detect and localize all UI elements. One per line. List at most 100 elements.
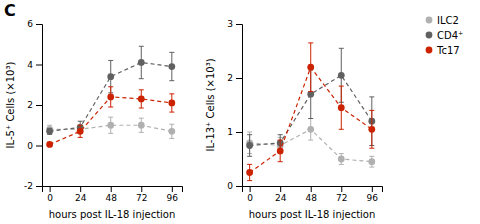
tick-mark xyxy=(111,186,112,192)
axis-line xyxy=(43,187,183,193)
point xyxy=(107,122,114,129)
point xyxy=(138,96,145,103)
tick-mark xyxy=(141,186,142,192)
axis: 0123 xyxy=(227,19,242,191)
point xyxy=(46,141,53,148)
tick-label: 24 xyxy=(75,193,87,203)
point xyxy=(368,158,375,165)
tick: 72 xyxy=(136,186,147,203)
tick-label: 4 xyxy=(27,60,33,70)
tick: 96 xyxy=(167,186,179,203)
point xyxy=(107,94,114,101)
tick-label: 72 xyxy=(336,193,347,203)
error-bar xyxy=(278,140,283,162)
tick-label: -2 xyxy=(24,181,33,191)
tick-mark xyxy=(280,186,281,192)
point xyxy=(277,148,284,155)
tick-mark xyxy=(172,186,173,192)
tick: 0 xyxy=(227,181,242,191)
tick: 6 xyxy=(27,19,42,29)
error-bar xyxy=(108,87,113,107)
axis: 0 24 48 72 96 xyxy=(43,186,183,203)
point xyxy=(368,126,375,133)
axis-line xyxy=(236,25,243,187)
legend-marker xyxy=(426,32,433,39)
error-bar xyxy=(139,46,144,78)
error-bar xyxy=(247,164,252,180)
tick-mark xyxy=(311,186,312,192)
tick-label: 3 xyxy=(227,19,233,29)
point xyxy=(338,72,345,79)
tick-mark xyxy=(36,146,42,147)
chart: 024487296-20246hours post IL-18 injectio… xyxy=(0,0,480,224)
error-bar xyxy=(339,154,344,165)
tick-mark xyxy=(36,65,42,66)
axis-line xyxy=(36,25,43,187)
tick-label: 72 xyxy=(136,193,147,203)
series xyxy=(46,117,175,138)
error-bar xyxy=(308,119,313,141)
tick-mark xyxy=(36,186,42,187)
tick-mark xyxy=(80,186,81,192)
tick: 2 xyxy=(27,100,42,110)
legend-label: Tc17 xyxy=(436,45,460,56)
tick-label: 0 xyxy=(47,193,53,203)
error-bar xyxy=(139,90,144,108)
error-bar xyxy=(308,43,313,92)
x-axis-title: hours post IL-18 injection xyxy=(249,209,376,220)
tick: 48 xyxy=(306,186,318,203)
tick-mark xyxy=(50,186,51,192)
point xyxy=(168,128,175,135)
tick: 24 xyxy=(75,186,87,203)
error-bar xyxy=(169,94,174,112)
point xyxy=(138,59,145,66)
tick-mark xyxy=(236,24,242,25)
series xyxy=(246,119,375,168)
legend-label: CD4⁺ xyxy=(437,30,463,41)
tick: 48 xyxy=(106,186,118,203)
series xyxy=(246,43,375,181)
error-bar xyxy=(47,128,52,134)
y-axis-title: IL-13⁺ Cells (×10³) xyxy=(205,58,216,151)
tick: 0 xyxy=(27,141,42,151)
series xyxy=(46,46,175,134)
tick-mark xyxy=(341,186,342,192)
tick-label: 0 xyxy=(247,193,253,203)
legend-marker xyxy=(426,47,433,54)
error-bar xyxy=(139,118,144,132)
tick-mark xyxy=(36,24,42,25)
error-bar xyxy=(78,125,83,137)
tick-label: 0 xyxy=(27,141,33,151)
point xyxy=(77,128,84,135)
error-bar xyxy=(247,135,252,157)
point xyxy=(246,142,253,149)
tick: 24 xyxy=(275,186,287,203)
tick-label: 2 xyxy=(227,73,233,83)
tick: 96 xyxy=(367,186,379,203)
tick-label: 2 xyxy=(27,100,33,110)
tick-mark xyxy=(372,186,373,192)
point xyxy=(307,126,314,133)
legend-item: ILC2 xyxy=(426,15,459,26)
point xyxy=(168,63,175,70)
point xyxy=(107,73,114,80)
tick: -2 xyxy=(24,181,42,191)
series xyxy=(46,87,175,148)
legend-item: Tc17 xyxy=(426,45,460,56)
tick-label: 24 xyxy=(275,193,287,203)
axis: 0 24 48 72 96 xyxy=(243,186,383,203)
legend-marker xyxy=(426,17,433,24)
point xyxy=(338,104,345,111)
y-axis-title: IL-5⁺ Cells (×10³) xyxy=(5,62,16,149)
tick: 3 xyxy=(227,19,242,29)
tick-label: 96 xyxy=(367,193,379,203)
tick-label: 96 xyxy=(167,193,179,203)
title: C xyxy=(4,1,16,20)
tick: 4 xyxy=(27,60,42,70)
legend-label: ILC2 xyxy=(437,15,459,26)
tick-label: 48 xyxy=(106,193,118,203)
tick: 0 xyxy=(247,186,253,203)
tick: 2 xyxy=(227,73,242,83)
tick-label: 48 xyxy=(306,193,318,203)
error-bar xyxy=(169,124,174,138)
